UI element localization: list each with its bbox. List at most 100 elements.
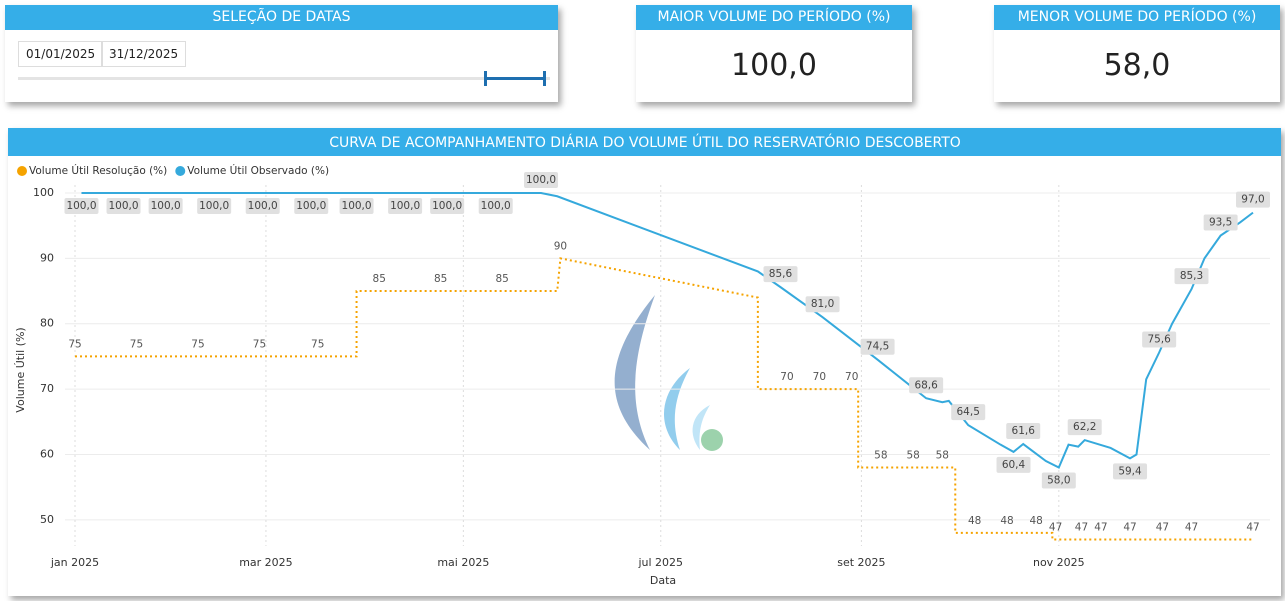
data-label: 100,0 (481, 200, 511, 212)
data-label: 58 (936, 450, 949, 462)
data-label: 85 (434, 273, 447, 285)
x-tick-label: nov 2025 (1033, 556, 1085, 569)
data-label-bg (478, 198, 513, 214)
data-label-bg (763, 266, 798, 283)
y-tick-label: 50 (40, 513, 54, 526)
data-label: 100,0 (342, 200, 372, 212)
data-label: 100,0 (526, 174, 556, 186)
data-label-bg (294, 198, 329, 214)
watermark-logo (614, 295, 723, 451)
slider-track (18, 77, 550, 80)
min-card: MENOR VOLUME DO PERÍODO (%) 58,0 (994, 5, 1280, 102)
data-label: 85 (495, 273, 508, 285)
data-label: 75,6 (1147, 334, 1171, 346)
y-tick-label: 60 (40, 447, 54, 460)
data-label-bg (148, 198, 183, 214)
data-label-bg (951, 404, 986, 421)
data-label-bg (197, 198, 232, 214)
data-label: 90 (554, 240, 567, 252)
data-label: 58 (907, 450, 920, 462)
data-label: 47 (1094, 521, 1107, 533)
data-label: 74,5 (866, 341, 889, 353)
card-value: 58,0 (1103, 48, 1171, 83)
data-label: 48 (1000, 515, 1013, 527)
data-label: 75 (253, 338, 266, 350)
data-label: 64,5 (957, 406, 980, 418)
legend-label: Volume Útil Observado (%) (187, 164, 329, 177)
y-tick-label: 90 (40, 251, 54, 264)
x-tick-label: mai 2025 (437, 556, 489, 569)
data-label-bg (996, 456, 1031, 473)
data-label: 93,5 (1209, 216, 1232, 228)
x-tick-label: jan 2025 (50, 556, 99, 569)
slider-handle[interactable] (543, 71, 546, 86)
data-label: 48 (968, 515, 981, 527)
data-label: 75 (191, 338, 204, 350)
data-label: 85,6 (769, 268, 793, 280)
data-label-bg (339, 198, 374, 214)
series-line (75, 257, 1253, 541)
y-tick-label: 70 (40, 382, 54, 395)
card-title: SELEÇÃO DE DATAS (5, 5, 558, 30)
data-label: 47 (1185, 521, 1198, 533)
data-label-bg (805, 296, 840, 313)
data-label: 100,0 (248, 200, 278, 212)
start-date[interactable]: 01/01/2025 (18, 41, 104, 67)
data-label-bg (64, 198, 99, 214)
data-label: 47 (1156, 521, 1169, 533)
data-label: 100,0 (296, 200, 326, 212)
data-label: 75 (130, 338, 143, 350)
data-label: 75 (311, 338, 324, 350)
y-tick-label: 100 (33, 186, 54, 199)
data-label-bg (1041, 472, 1076, 489)
x-tick-label: mar 2025 (239, 556, 292, 569)
data-label: 59,4 (1118, 465, 1142, 477)
x-tick-label: jul 2025 (637, 556, 683, 569)
data-label-bg (388, 198, 423, 214)
legend-marker (17, 166, 27, 176)
date-card: SELEÇÃO DE DATAS 01/01/2025 31/12/2025 (5, 5, 558, 102)
chart-header (8, 128, 1281, 156)
data-label: 47 (1123, 521, 1136, 533)
data-label: 47 (1049, 521, 1062, 533)
data-label-bg (430, 198, 465, 214)
data-label: 70 (780, 371, 793, 383)
data-label: 61,6 (1012, 425, 1036, 437)
data-label-bg (106, 198, 141, 214)
data-label: 75 (68, 338, 81, 350)
data-label-bg (909, 377, 944, 394)
legend-marker (175, 166, 186, 176)
data-label: 48 (1029, 515, 1042, 527)
y-axis-label: Volume Útil (%) (14, 327, 27, 412)
data-label: 47 (1075, 521, 1088, 533)
end-date[interactable]: 31/12/2025 (101, 41, 187, 67)
data-label-bg (1203, 214, 1238, 231)
slider-handle[interactable] (484, 71, 487, 86)
data-label-bg (1006, 423, 1041, 440)
data-label-bg (860, 338, 895, 355)
chart-title: CURVA DE ACOMPANHAMENTO DIÁRIA DO VOLUME… (329, 133, 961, 151)
data-label: 97,0 (1241, 194, 1264, 206)
max-card: MAIOR VOLUME DO PERÍODO (%) 100,0 (636, 5, 912, 102)
data-label: 100,0 (151, 200, 181, 212)
data-label: 100,0 (109, 200, 139, 212)
data-label: 70 (813, 371, 826, 383)
plot-area: 50 60 70 80 90 100 jan 2025 mar 2025 mai 2025 jul… (33, 172, 1270, 569)
data-label: 62,2 (1073, 421, 1096, 433)
legend-label: Volume Útil Resolução (%) (29, 164, 167, 177)
data-label: 70 (845, 371, 858, 383)
data-label-bg (1113, 463, 1148, 480)
card-value: 100,0 (731, 48, 817, 83)
x-tick-label: set 2025 (837, 556, 885, 569)
y-tick-label: 80 (40, 317, 54, 330)
data-label-bg (524, 172, 559, 188)
data-label: 85 (373, 273, 386, 285)
data-label: 100,0 (390, 200, 420, 212)
data-label: 85,3 (1180, 270, 1203, 282)
data-label: 100,0 (66, 200, 96, 212)
data-label: 58,0 (1047, 475, 1070, 487)
card-title: MENOR VOLUME DO PERÍODO (%) (994, 5, 1280, 30)
data-label: 58 (874, 450, 887, 462)
